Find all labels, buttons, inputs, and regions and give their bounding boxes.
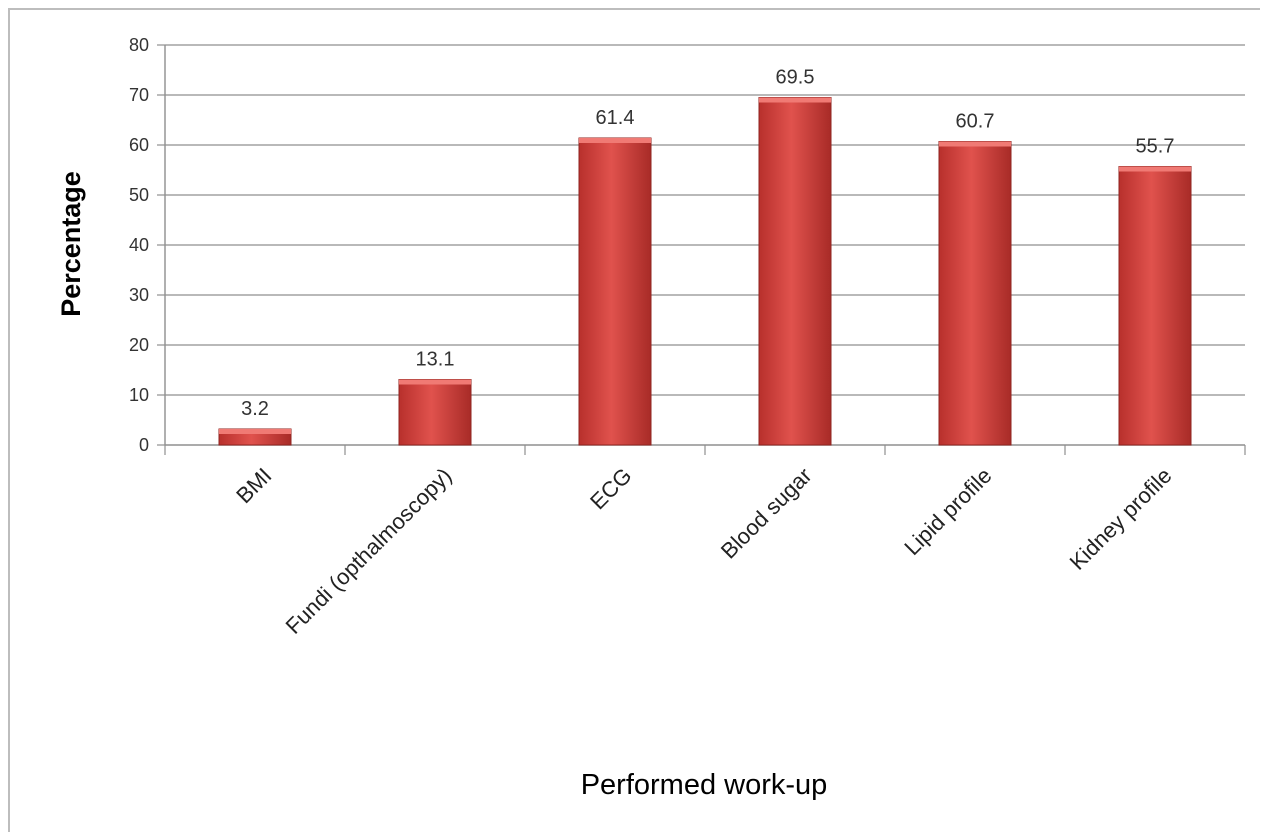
gridlines — [165, 44, 1245, 396]
y-tick-label: 0 — [139, 435, 149, 455]
y-tick-label: 70 — [129, 85, 149, 105]
labels: 3.2 BMI 13.1 Fundi (opthalmoscopy) 61.4 ECG 69… — [231, 67, 1176, 639]
y-tick-label: 20 — [129, 335, 149, 355]
y-tick-label: 30 — [129, 285, 149, 305]
bar-highlight — [579, 138, 651, 143]
data-label: 69.5 — [776, 67, 815, 89]
data-label: 13.1 — [416, 349, 455, 371]
y-tick-label: 10 — [129, 385, 149, 405]
y-tick-label: 40 — [129, 235, 149, 255]
axes: 0 10 20 30 40 50 60 70 80 — [129, 35, 1246, 455]
data-label: 60.7 — [956, 111, 995, 133]
x-tick-label: Blood sugar — [716, 463, 817, 564]
y-tick-label: 60 — [129, 135, 149, 155]
bar-highlight — [399, 379, 471, 385]
x-tick-label: Lipid profile — [899, 463, 996, 560]
y-axis-title: Percentage — [56, 171, 86, 317]
bars — [218, 97, 1192, 446]
bar — [938, 141, 1012, 446]
bar — [1118, 166, 1192, 446]
y-tick-label: 80 — [129, 35, 149, 55]
x-tick-label: BMI — [231, 463, 276, 508]
data-label: 61.4 — [596, 107, 635, 129]
bar — [398, 379, 472, 446]
bar — [578, 137, 652, 446]
data-label: 55.7 — [1136, 136, 1175, 158]
x-axis-title: Performed work-up — [581, 769, 828, 801]
bar-highlight — [1119, 166, 1191, 172]
y-tick-label: 50 — [129, 185, 149, 205]
bar-highlight — [939, 141, 1011, 147]
data-label: 3.2 — [241, 398, 269, 420]
bar-highlight — [219, 429, 291, 434]
x-tick-label: Fundi (opthalmoscopy) — [281, 463, 457, 639]
bar — [758, 97, 832, 446]
x-tick-label: Kidney profile — [1065, 463, 1177, 575]
bar-highlight — [759, 97, 831, 103]
x-tick-label: ECG — [585, 463, 636, 514]
